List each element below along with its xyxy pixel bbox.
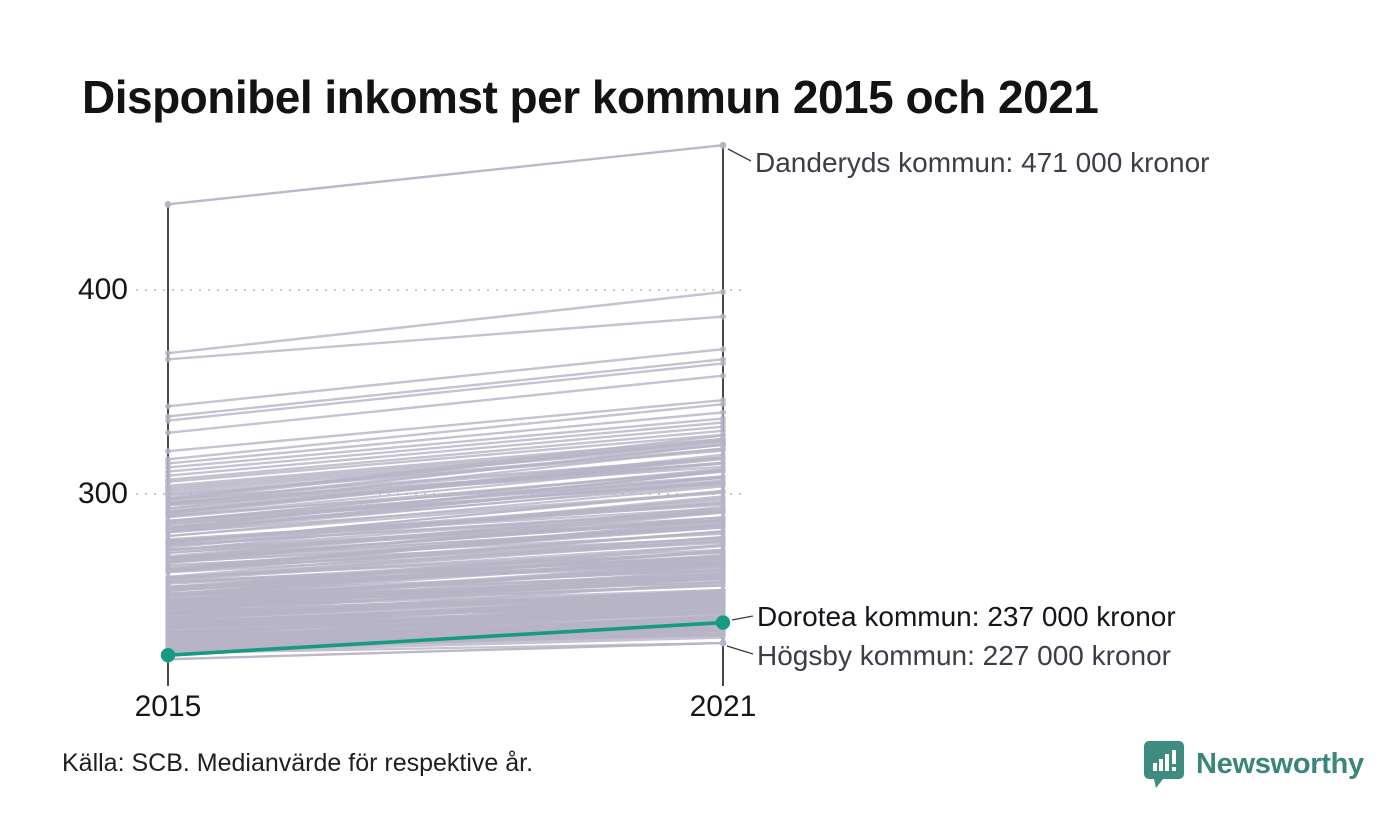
annotation-hogsby: Högsby kommun: 227 000 kronor xyxy=(757,640,1171,671)
background-line xyxy=(165,356,726,420)
x-axis-label-2015: 2015 xyxy=(134,690,202,723)
annotation-danderyd: Danderyds kommun: 471 000 kronor xyxy=(755,147,1210,178)
annotation-connector xyxy=(727,148,752,162)
background-line xyxy=(165,598,726,639)
page-title: Disponibel inkomst per kommun 2015 och 2… xyxy=(82,71,1099,123)
line-dorotea-highlight xyxy=(160,615,731,663)
background-line xyxy=(165,522,726,572)
brand-name: Newsworthy xyxy=(1196,747,1364,780)
background-line xyxy=(165,346,726,410)
annotation-dorotea: Dorotea kommun: 237 000 kronor xyxy=(757,601,1176,632)
background-line xyxy=(165,289,726,357)
line-danderyds-kommun xyxy=(164,141,727,208)
bar-chart-speech-bubble-icon xyxy=(1144,741,1184,788)
background-line xyxy=(165,468,726,529)
annotation-connector xyxy=(731,615,754,621)
background-line xyxy=(165,497,726,544)
background-line xyxy=(165,446,726,497)
y-tick-label-300: 300 xyxy=(77,477,128,510)
background-line xyxy=(165,573,726,610)
background-line xyxy=(165,372,726,436)
annotation-connector xyxy=(726,645,754,655)
source-note: Källa: SCB. Medianvärde för respektive å… xyxy=(62,749,534,777)
background-line xyxy=(165,479,726,535)
background-line xyxy=(165,454,726,515)
x-axis-label-2021: 2021 xyxy=(689,690,757,723)
y-tick-label-400: 400 xyxy=(77,273,128,306)
background-line xyxy=(165,360,726,424)
background-line xyxy=(165,592,726,629)
background-line xyxy=(165,517,726,562)
newsworthy-logo: Newsworthy xyxy=(1144,736,1364,792)
background-line xyxy=(165,564,726,603)
background-line xyxy=(165,313,726,363)
background-line xyxy=(165,509,726,566)
background-line xyxy=(165,554,726,587)
